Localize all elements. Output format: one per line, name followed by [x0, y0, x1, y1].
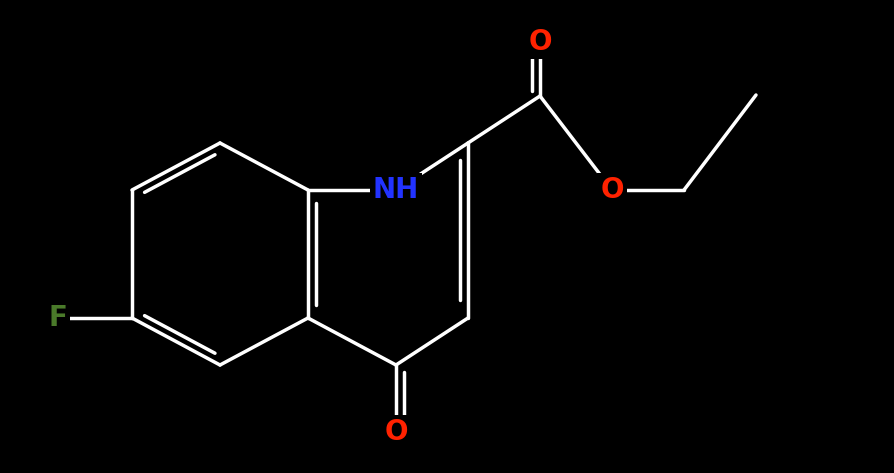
Text: F: F — [48, 304, 67, 332]
Text: NH: NH — [373, 176, 418, 204]
Text: O: O — [600, 176, 623, 204]
Text: O: O — [384, 418, 408, 446]
Text: O: O — [527, 28, 551, 56]
